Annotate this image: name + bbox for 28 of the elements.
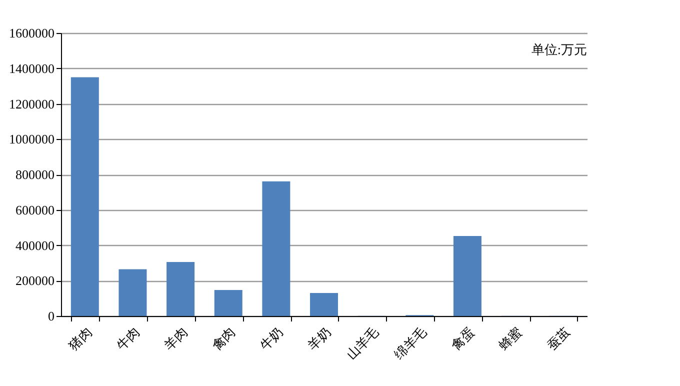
- bar: [310, 293, 338, 316]
- x-tick-label: 蚕茧: [544, 324, 573, 354]
- y-tick-label: 0: [48, 308, 54, 324]
- bar: [262, 181, 290, 316]
- x-tick-label: 山羊毛: [343, 324, 382, 362]
- x-tick-label: 牛奶: [256, 324, 286, 354]
- y-tick-label: 800000: [16, 167, 54, 182]
- x-tick-label: 禽蛋: [448, 324, 478, 354]
- bar: [70, 77, 99, 316]
- bar: [214, 290, 242, 316]
- x-tick-label: 禽肉: [209, 324, 238, 354]
- y-tick-label: 400000: [16, 238, 54, 253]
- x-tick-label: 羊奶: [304, 324, 334, 354]
- y-tick-label: 200000: [16, 273, 54, 288]
- bar: [166, 262, 195, 316]
- x-tick-label: 猪肉: [66, 324, 95, 354]
- y-tick-label: 1200000: [9, 96, 54, 112]
- y-tick-label: 1600000: [9, 26, 54, 40]
- bar: [118, 269, 147, 316]
- annotation: 单位:万元: [531, 42, 587, 57]
- bar: [453, 236, 482, 316]
- x-tick-label: 蜂蜜: [496, 324, 525, 354]
- y-tick-label: 600000: [16, 202, 54, 218]
- x-tick-label: 牛肉: [113, 324, 142, 354]
- y-tick-label: 1000000: [9, 132, 54, 147]
- y-tick-label: 1400000: [9, 60, 54, 76]
- x-tick-label: 羊肉: [161, 324, 190, 354]
- x-tick-label: 绵羊毛: [391, 324, 430, 362]
